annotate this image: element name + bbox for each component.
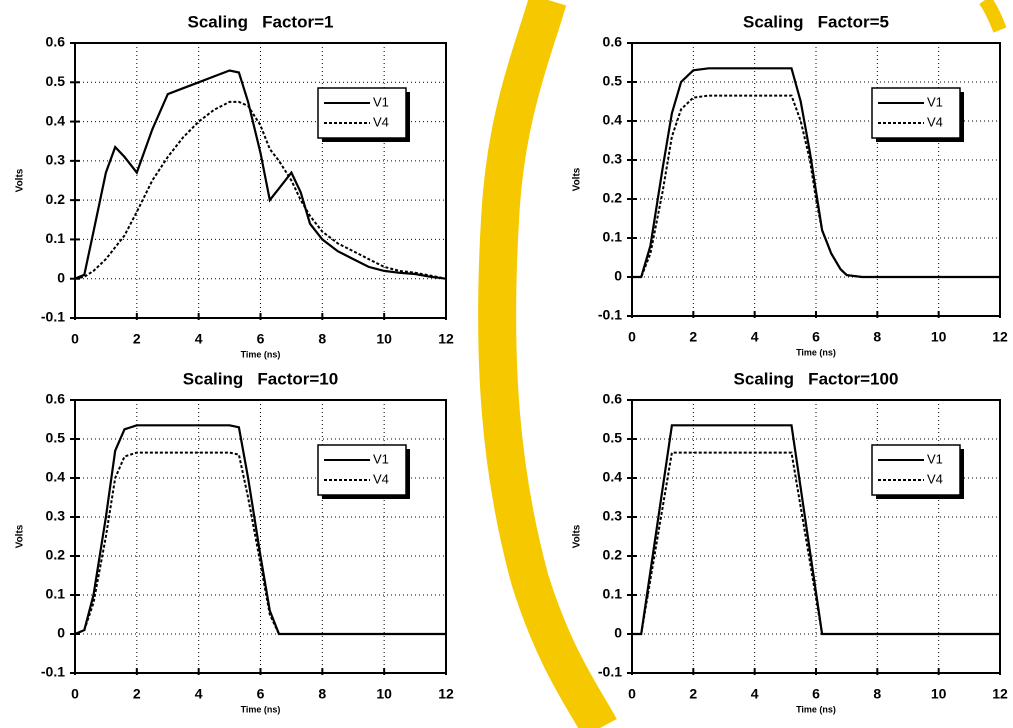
legend (871, 444, 961, 496)
series-line (74, 69, 447, 280)
y-tick-label: 0.4 (603, 112, 623, 128)
chart-title: Scaling Factor=5 (743, 12, 889, 31)
x-tick-label: 12 (992, 686, 1008, 702)
y-tick-label: 0 (614, 268, 622, 284)
x-tick-label: 10 (376, 686, 392, 702)
x-tick-label: 6 (257, 331, 265, 347)
x-tick-label: 10 (376, 331, 392, 347)
x-tick-label: 12 (438, 686, 454, 702)
y-tick-label: 0 (57, 269, 65, 285)
y-axis-label: Volts (15, 168, 26, 192)
y-tick-label: 0.2 (603, 190, 623, 206)
x-tick-label: 10 (931, 686, 947, 702)
x-tick-label: 4 (751, 686, 759, 702)
y-axis-label: Volts (572, 524, 583, 548)
plot-frame (631, 399, 1001, 674)
legend (317, 87, 407, 139)
y-tick-label: 0.3 (603, 151, 623, 167)
legend-label: V1 (373, 94, 389, 109)
y-tick-label: 0.2 (46, 191, 66, 207)
x-tick-label: 0 (71, 331, 79, 347)
y-tick-label: 0.2 (603, 547, 623, 563)
plot-frame (631, 42, 1001, 317)
x-tick-label: 2 (133, 331, 141, 347)
y-tick-label: -0.1 (598, 307, 622, 323)
legend-label: V4 (927, 114, 943, 129)
x-tick-label: 8 (873, 329, 881, 345)
y-tick-label: 0.4 (603, 469, 623, 485)
yellow-mark (979, 0, 1007, 33)
y-tick-label: 0.5 (46, 73, 66, 89)
x-tick-label: 0 (628, 686, 636, 702)
legend-label: V4 (373, 114, 389, 129)
x-axis-label: Time (ns) (796, 704, 836, 714)
x-axis-label: Time (ns) (796, 347, 836, 357)
legend-label: V1 (373, 451, 389, 466)
x-tick-label: 0 (71, 686, 79, 702)
y-tick-label: 0.4 (46, 469, 66, 485)
x-tick-label: 6 (257, 686, 265, 702)
x-tick-label: 4 (195, 686, 203, 702)
y-tick-label: 0.1 (46, 586, 66, 602)
legend (871, 87, 961, 139)
y-tick-label: 0.3 (46, 152, 66, 168)
chart-title: Scaling Factor=100 (734, 369, 899, 388)
y-tick-label: 0.6 (46, 34, 66, 50)
x-tick-label: 2 (689, 329, 697, 345)
x-tick-label: 2 (133, 686, 141, 702)
x-axis-label: Time (ns) (241, 704, 281, 714)
yellow-arc (478, 0, 617, 728)
legend-label: V1 (927, 94, 943, 109)
y-tick-label: 0.3 (603, 508, 623, 524)
x-tick-label: 0 (628, 329, 636, 345)
y-tick-label: 0.5 (46, 430, 66, 446)
x-axis-label: Time (ns) (241, 349, 281, 359)
chart-title: Scaling Factor=1 (188, 12, 334, 31)
y-axis-label: Volts (572, 167, 583, 191)
y-tick-label: 0.5 (603, 430, 623, 446)
x-tick-label: 4 (751, 329, 759, 345)
x-tick-label: 6 (812, 686, 820, 702)
legend-label: V1 (927, 451, 943, 466)
y-tick-label: 0.2 (46, 547, 66, 563)
y-tick-label: 0.4 (46, 112, 66, 128)
y-tick-label: 0.6 (46, 391, 66, 407)
plot-frame (74, 399, 447, 674)
x-tick-label: 2 (689, 686, 697, 702)
series-line (632, 94, 1000, 278)
x-tick-label: 8 (318, 686, 326, 702)
series-line (74, 100, 447, 280)
y-tick-label: 0.3 (46, 508, 66, 524)
y-tick-label: -0.1 (598, 664, 622, 680)
x-tick-label: 8 (318, 331, 326, 347)
y-tick-label: 0.1 (46, 230, 66, 246)
y-tick-label: 0 (57, 625, 65, 641)
y-tick-label: -0.1 (41, 309, 65, 325)
x-tick-label: 10 (931, 329, 947, 345)
series-line (632, 451, 1000, 635)
y-tick-label: 0.6 (603, 34, 623, 50)
x-tick-label: 8 (873, 686, 881, 702)
x-tick-label: 6 (812, 329, 820, 345)
y-axis-label: Volts (15, 524, 26, 548)
y-tick-label: 0.5 (603, 73, 623, 89)
y-tick-label: 0.6 (603, 391, 623, 407)
x-tick-label: 12 (438, 331, 454, 347)
x-tick-label: 4 (195, 331, 203, 347)
legend (317, 444, 407, 496)
series-line (74, 451, 446, 635)
y-tick-label: 0.1 (603, 586, 623, 602)
plot-frame (74, 42, 447, 319)
y-tick-label: 0.1 (603, 229, 623, 245)
legend-label: V4 (373, 471, 389, 486)
y-tick-label: 0 (614, 625, 622, 641)
y-tick-label: -0.1 (41, 664, 65, 680)
x-tick-label: 12 (992, 329, 1008, 345)
chart-title: Scaling Factor=10 (183, 369, 338, 388)
legend-label: V4 (927, 471, 943, 486)
